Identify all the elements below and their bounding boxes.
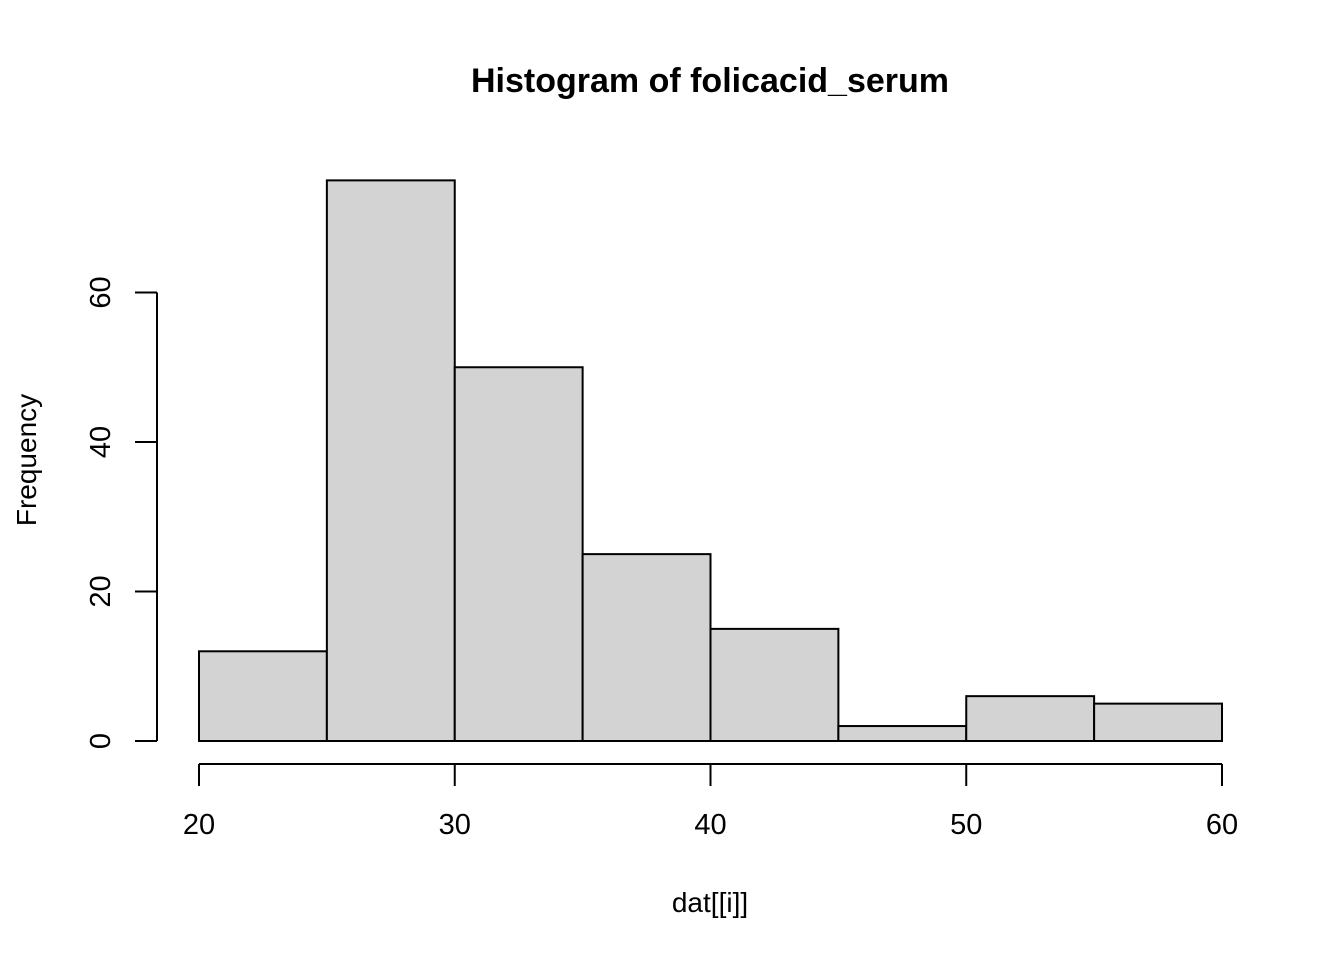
histogram-bar-20-25: [198, 650, 328, 742]
x-tick-label-60: 60: [1206, 809, 1238, 841]
histogram-bar-45-50: [837, 725, 968, 742]
histogram-bar-50-55: [965, 695, 1096, 743]
histogram-bar-40-45: [709, 627, 840, 742]
histogram-bars: [198, 179, 1223, 743]
x-tick-label-50: 50: [950, 809, 982, 841]
x-axis: 20 30 40 50 60: [183, 763, 1238, 841]
histogram-bar-55-60: [1093, 702, 1223, 742]
y-axis: 0 20 40 60: [85, 276, 158, 749]
histogram-bar-25-30: [325, 179, 456, 742]
histogram-bar-35-40: [581, 553, 712, 742]
y-tick-label-60: 60: [85, 276, 117, 308]
y-tick-label-40: 40: [85, 426, 117, 458]
y-tick-label-20: 20: [85, 575, 117, 607]
y-axis-label: Frequency: [11, 394, 42, 526]
x-tick-label-30: 30: [439, 809, 471, 841]
x-tick-label-40: 40: [694, 809, 726, 841]
x-tick-label-20: 20: [183, 809, 215, 841]
y-tick-label-0: 0: [85, 733, 117, 749]
histogram-bar-30-35: [453, 366, 584, 742]
x-axis-label: dat[[i]]: [672, 887, 748, 918]
chart-title: Histogram of folicacid_serum: [471, 62, 949, 100]
